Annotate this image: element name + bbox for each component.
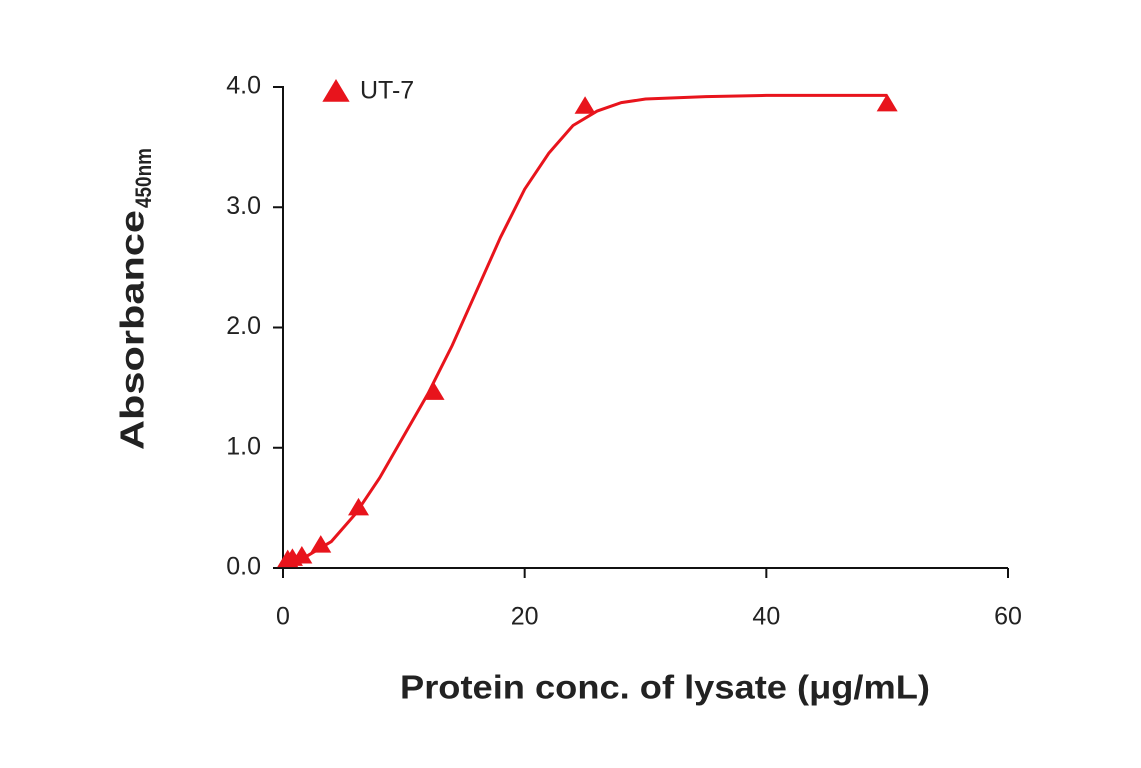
data-point bbox=[574, 96, 596, 114]
x-axis-title: Protein conc. of lysate (μg/mL) bbox=[400, 669, 930, 706]
x-tick-label: 40 bbox=[752, 603, 780, 631]
y-tick-label: 4.0 bbox=[226, 72, 261, 100]
y-axis-title: Absorbance bbox=[114, 210, 151, 450]
x-tick-label: 60 bbox=[994, 603, 1022, 631]
data-point bbox=[348, 497, 370, 516]
y-axis-title-group: Absorbance 450nm bbox=[114, 148, 156, 450]
x-tick-label: 0 bbox=[276, 603, 290, 631]
y-tick-label: 1.0 bbox=[226, 432, 261, 460]
y-tick-label: 0.0 bbox=[226, 553, 261, 581]
x-tick-label: 20 bbox=[511, 603, 539, 631]
y-tick-label: 3.0 bbox=[226, 192, 261, 220]
y-tick-label: 2.0 bbox=[226, 312, 261, 340]
data-point bbox=[876, 93, 898, 112]
fit-curve bbox=[282, 93, 888, 565]
legend-label: UT-7 bbox=[360, 77, 414, 105]
data-point bbox=[423, 382, 445, 400]
y-axis-title-subscript: 450nm bbox=[131, 148, 156, 208]
legend-marker bbox=[322, 79, 350, 102]
data-point bbox=[310, 535, 332, 553]
data-point bbox=[291, 545, 313, 564]
